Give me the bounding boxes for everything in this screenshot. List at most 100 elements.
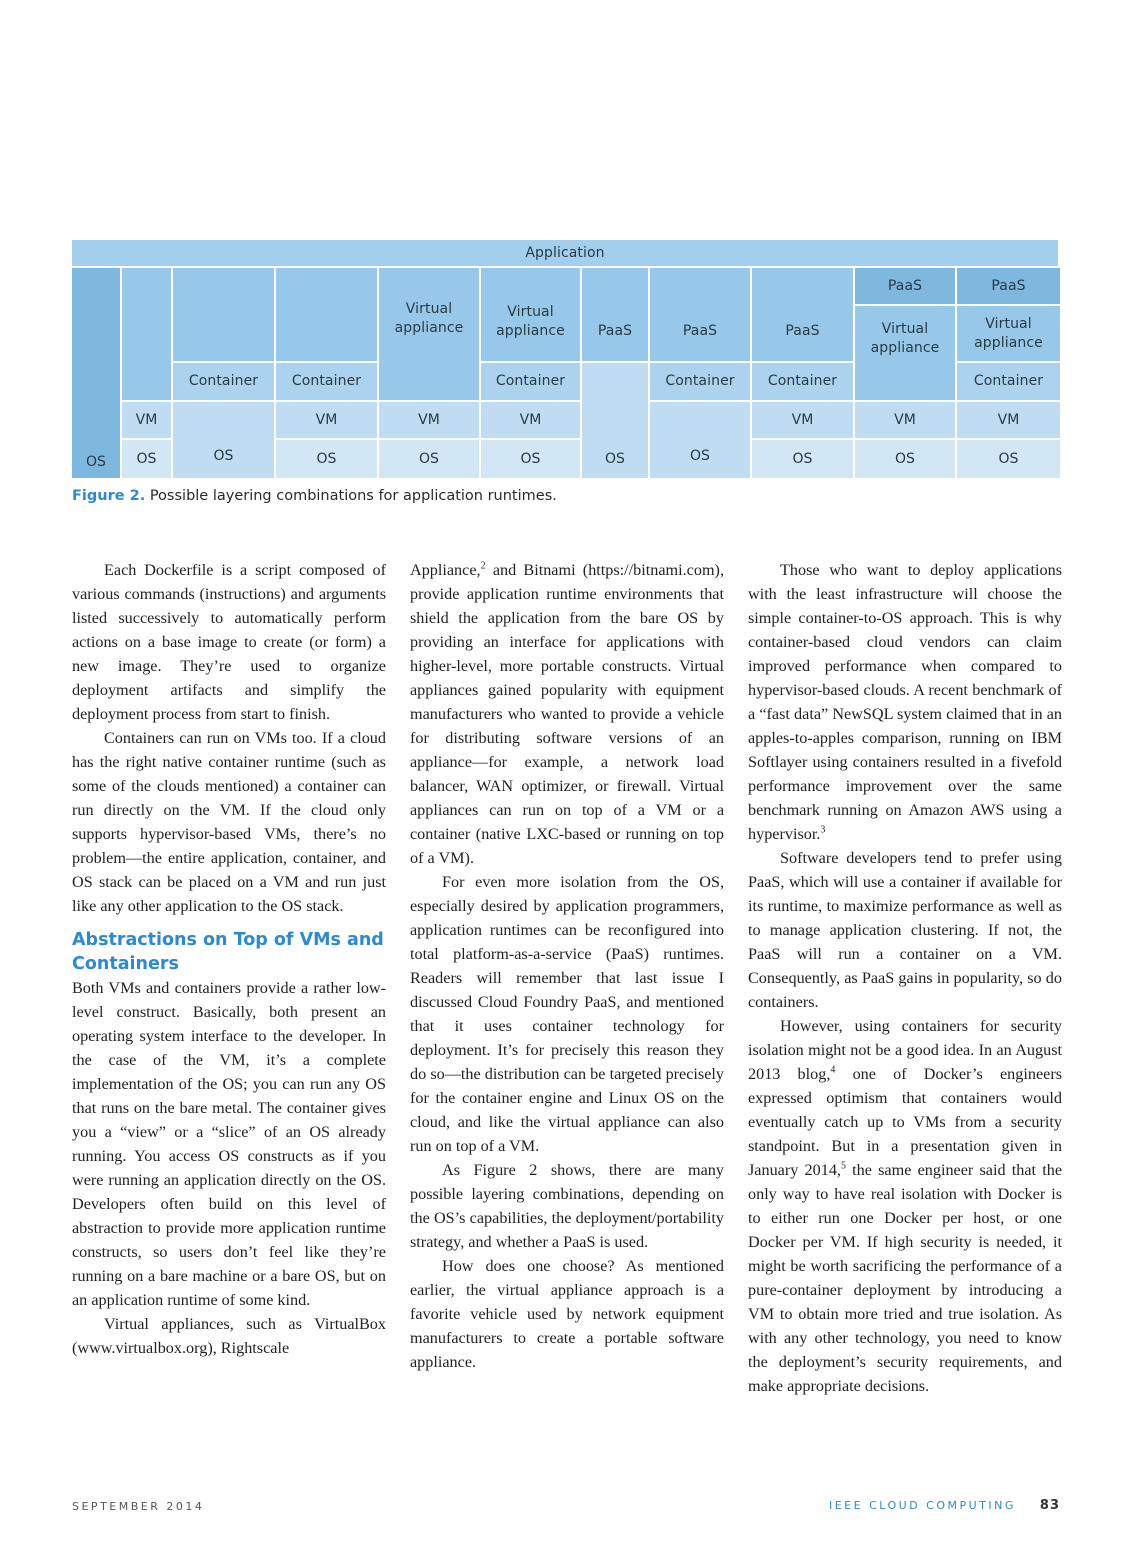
figure-cell: OS: [122, 440, 173, 480]
figure-cell: OS: [72, 268, 122, 480]
figure-cell: PaaS: [957, 268, 1060, 306]
figure-cell: VM: [379, 402, 481, 440]
layer-label: PaaS: [682, 323, 718, 339]
figure-cell: PaaS: [650, 268, 752, 363]
figure-cell: Container: [957, 363, 1060, 402]
figure-cell: PaaS: [582, 268, 650, 363]
figure-cell: VM: [122, 402, 173, 440]
paragraph: Software developers tend to prefer using…: [748, 849, 1062, 1011]
figure-cell-empty: [276, 268, 379, 363]
figure-cell: VM: [481, 402, 582, 440]
paragraph: However, using containers for security i…: [748, 1014, 1062, 1398]
figure-cell: OS: [481, 440, 582, 480]
figure-caption-text: Possible layering combinations for appli…: [145, 488, 557, 504]
figure-cell: Container: [650, 363, 752, 402]
figure-cell: Virtual appliance: [957, 306, 1060, 363]
paragraph: Appliance,2 and Bitnami (https://bitnami…: [410, 558, 724, 870]
figure-cell: Virtual appliance: [481, 268, 582, 363]
text-run: one of Docker’s engineers expressed opti…: [748, 1065, 1063, 1179]
layer-label: VM: [791, 411, 814, 428]
layer-label: Virtual appliance: [870, 321, 940, 356]
layer-label: PaaS: [887, 277, 923, 294]
layer-label: OS: [213, 447, 234, 464]
section-heading: Abstractions on Top of VMs and Container…: [72, 930, 384, 974]
footer-date: SEPTEMBER 2014: [72, 1500, 205, 1513]
paragraph: Those who want to deploy applications wi…: [748, 558, 1062, 846]
layer-label: VM: [997, 411, 1020, 428]
paragraph: Virtual appliances, such as VirtualBox (…: [72, 1315, 386, 1357]
figure-cell: Container: [173, 363, 276, 402]
layer-label: OS: [689, 447, 711, 464]
layer-label: VM: [315, 411, 338, 428]
layer-label: Container: [495, 373, 566, 389]
layer-label: Virtual appliance: [974, 315, 1043, 351]
text-column-2: Appliance,2 and Bitnami (https://bitnami…: [410, 558, 724, 1374]
text-run: Appliance,: [410, 561, 481, 579]
layer-label: Container: [665, 373, 735, 389]
paragraph: How does one choose? As mentioned earlie…: [410, 1257, 724, 1371]
figure-cell: Container: [752, 363, 855, 402]
layer-label: Virtual appliance: [394, 301, 464, 336]
figure-cell: Container: [481, 363, 582, 402]
figure-cell: PaaS: [752, 268, 855, 363]
layering-figure: Application OS VM OS Container OS Contai…: [72, 240, 1060, 480]
application-layer: Application: [72, 240, 1060, 268]
text-run: Those who want to deploy applications wi…: [748, 561, 1062, 843]
figure-cell: OS: [752, 440, 855, 480]
figure-cell: OS: [276, 440, 379, 480]
layer-label: Virtual appliance: [496, 303, 565, 339]
text-column-3: Those who want to deploy applications wi…: [748, 558, 1062, 1398]
text-column-1: Each Dockerfile is a script composed of …: [72, 558, 386, 1360]
figure-cell: OS: [855, 440, 957, 480]
figure-cell: Virtual appliance: [855, 306, 957, 402]
reference-marker: 2: [480, 560, 486, 572]
text-run: the same engineer said that the only way…: [748, 1161, 1063, 1395]
layer-label: OS: [604, 451, 626, 467]
figure-cell: VM: [752, 402, 855, 440]
layer-label: VM: [418, 411, 440, 428]
layer-label: OS: [520, 450, 541, 467]
paragraph: Each Dockerfile is a script composed of …: [72, 561, 386, 723]
paragraph: Both VMs and containers provide a rather…: [72, 979, 386, 1309]
text-run: However, using containers for security i…: [748, 1017, 1062, 1083]
figure-cell: OS: [650, 402, 752, 480]
paragraph: Containers can run on VMs too. If a clou…: [72, 729, 386, 915]
footer-journal: IEEE CLOUD COMPUTING 83: [829, 1498, 1060, 1513]
figure-cell: OS: [957, 440, 1060, 480]
figure-cell: VM: [957, 402, 1060, 440]
figure-caption: Figure 2. Possible layering combinations…: [72, 488, 1060, 504]
figure-cell: PaaS: [855, 268, 957, 306]
layer-label: PaaS: [785, 323, 820, 339]
figure-cell-empty: [173, 268, 276, 363]
application-label: Application: [525, 244, 605, 261]
layer-label: OS: [316, 450, 337, 467]
layer-label: OS: [85, 454, 107, 470]
reference-marker: 4: [830, 1064, 836, 1076]
figure-cell: Container: [276, 363, 379, 402]
layer-label: Container: [188, 373, 259, 389]
figure-label: Figure 2.: [72, 488, 146, 504]
figure-cell-empty: [122, 268, 173, 402]
figure-cell: Virtual appliance: [379, 268, 481, 402]
paragraph: For even more isolation from the OS, esp…: [410, 873, 724, 1155]
figure-cell: OS: [173, 402, 276, 480]
figure-cell: OS: [582, 363, 650, 480]
layer-label: Container: [973, 373, 1044, 389]
layer-label: VM: [135, 411, 158, 428]
text-run: and Bitnami (https://bitnami.com), provi…: [410, 561, 724, 867]
layer-label: Container: [291, 373, 362, 389]
layer-label: Container: [767, 373, 838, 389]
figure-cell: OS: [379, 440, 481, 480]
reference-marker: 3: [820, 824, 826, 836]
layer-label: OS: [136, 450, 157, 467]
layer-label: PaaS: [597, 323, 633, 339]
layer-label: OS: [894, 450, 916, 467]
page-number: 83: [1039, 1498, 1060, 1513]
layer-label: VM: [519, 411, 542, 428]
layer-label: VM: [894, 411, 916, 428]
figure-cell: VM: [276, 402, 379, 440]
reference-marker: 5: [840, 1160, 846, 1172]
layer-label: OS: [792, 450, 813, 467]
layer-label: OS: [998, 450, 1019, 467]
paragraph: As Figure 2 shows, there are many possib…: [410, 1161, 724, 1251]
